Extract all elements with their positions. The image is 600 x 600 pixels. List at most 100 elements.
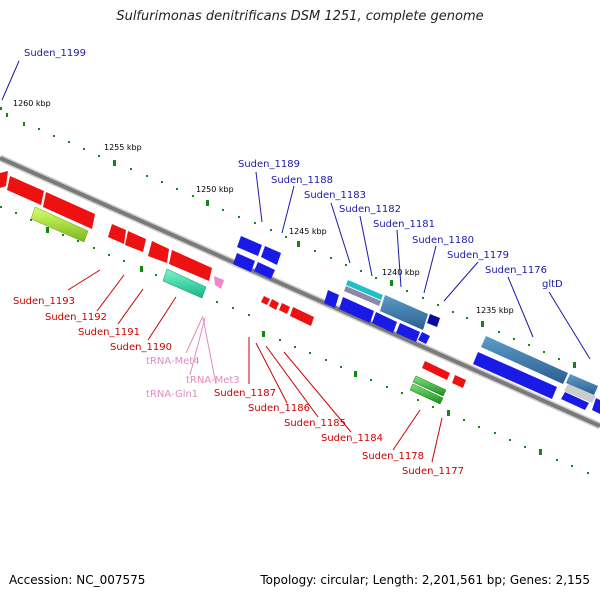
scale-dot bbox=[452, 311, 454, 313]
scale-label: 1245 kbp bbox=[289, 227, 327, 236]
gene-feature bbox=[169, 250, 212, 281]
gene-feature bbox=[380, 295, 428, 330]
gene-label: Suden_1183 bbox=[304, 190, 366, 201]
gene-label: Suden_1182 bbox=[339, 204, 401, 215]
gene-label: Suden_1186 bbox=[248, 403, 310, 414]
gene-feature bbox=[254, 262, 275, 279]
gene-feature bbox=[261, 296, 270, 305]
scale-dot bbox=[386, 386, 388, 388]
gene-label: Suden_1192 bbox=[45, 312, 107, 323]
scale-dot bbox=[0, 206, 2, 208]
scale-dot bbox=[130, 168, 132, 170]
scale-label: 1250 kbp bbox=[196, 185, 234, 194]
trna-label: tRNA-Met4 bbox=[146, 356, 200, 367]
scale-dot bbox=[556, 459, 558, 461]
gene-label: Suden_1187 bbox=[214, 388, 276, 399]
gene-feature bbox=[324, 290, 339, 308]
gene-label: Suden_1185 bbox=[284, 418, 346, 429]
gene-feature bbox=[564, 384, 596, 403]
gene-labels-top: Suden_1199 Suden_1189 Suden_1188 Suden_1… bbox=[24, 48, 563, 290]
gene-label: Suden_1199 bbox=[24, 48, 86, 59]
scale-dot bbox=[422, 297, 424, 299]
scale-tick bbox=[206, 200, 209, 206]
gene-label: Suden_1180 bbox=[412, 235, 474, 246]
scale-dot bbox=[309, 352, 311, 354]
scale-tick bbox=[354, 371, 357, 377]
gene-feature bbox=[346, 280, 383, 300]
gene-label: Suden_1176 bbox=[485, 265, 547, 276]
scale-dot bbox=[176, 188, 178, 190]
scale-dot bbox=[77, 240, 79, 242]
scale-tick bbox=[481, 321, 484, 327]
scale-dot bbox=[513, 338, 515, 340]
scale-dot bbox=[254, 222, 256, 224]
gene-label: Suden_1191 bbox=[78, 327, 140, 338]
gene-feature bbox=[290, 307, 314, 326]
gene-label: gltD bbox=[542, 279, 563, 290]
scale-dot bbox=[285, 236, 287, 238]
gene-feature bbox=[422, 361, 450, 380]
scale-dot bbox=[375, 277, 377, 279]
scale-dot bbox=[83, 148, 85, 150]
gene-label: Suden_1177 bbox=[402, 466, 464, 477]
gene-label: Suden_1181 bbox=[373, 219, 435, 230]
scale-label: 1255 kbp bbox=[104, 143, 142, 152]
gene-feature bbox=[339, 297, 374, 323]
scale-labels: 1260 kbp 1255 kbp 1250 kbp 1245 kbp 1240… bbox=[13, 99, 514, 315]
gene-feature bbox=[372, 312, 397, 333]
scale-tick bbox=[262, 331, 265, 337]
scale-tick bbox=[140, 266, 143, 272]
gene-feature bbox=[30, 206, 89, 243]
gene-label: Suden_1179 bbox=[447, 250, 509, 261]
scale-dot bbox=[93, 247, 95, 249]
scale-dot bbox=[345, 264, 347, 266]
scale-dot bbox=[23, 122, 25, 126]
scale-tick bbox=[113, 160, 116, 166]
scale-label: 1260 kbp bbox=[13, 99, 51, 108]
trna-labels: tRNA-Met4 tRNA-Met3 tRNA-Gln1 bbox=[146, 356, 240, 400]
gene-feature bbox=[162, 268, 207, 299]
leader-lines-top bbox=[1, 60, 591, 360]
gene-feature bbox=[214, 276, 224, 289]
scale-dot bbox=[6, 113, 8, 117]
scale-dot bbox=[146, 175, 148, 177]
gene-feature bbox=[148, 241, 169, 263]
scale-dot bbox=[192, 195, 194, 197]
scale-dot bbox=[558, 358, 560, 360]
map-title: Sulfurimonas denitrificans DSM 1251, com… bbox=[116, 9, 484, 24]
scale-dot bbox=[232, 307, 234, 309]
gene-feature bbox=[0, 171, 8, 188]
scale-label: 1240 kbp bbox=[382, 268, 420, 277]
scale-dot bbox=[587, 472, 589, 474]
genome-summary: Topology: circular; Length: 2,201,561 bp… bbox=[260, 573, 590, 587]
gene-feature bbox=[473, 352, 557, 399]
trna-label: tRNA-Met3 bbox=[186, 375, 240, 386]
scale-dot bbox=[62, 234, 64, 236]
scale-dot bbox=[466, 317, 468, 319]
gene-feature bbox=[427, 314, 440, 327]
gene-label: Suden_1190 bbox=[110, 342, 172, 353]
gene-labels-bottom: Suden_1193 Suden_1192 Suden_1191 Suden_1… bbox=[13, 296, 464, 477]
scale-dot bbox=[406, 290, 408, 292]
scale-dot bbox=[370, 379, 372, 381]
scale-dot bbox=[38, 128, 40, 130]
gene-feature bbox=[279, 303, 290, 314]
gene-feature bbox=[481, 336, 568, 384]
scale-dot bbox=[314, 250, 316, 252]
scale-dot bbox=[543, 351, 545, 353]
gene-feature bbox=[418, 332, 430, 344]
gene-feature bbox=[566, 374, 598, 395]
scale-dot bbox=[340, 366, 342, 368]
scale-tick bbox=[46, 227, 49, 233]
gene-feature bbox=[561, 392, 589, 410]
gene-feature bbox=[233, 253, 255, 272]
gene-feature bbox=[592, 398, 600, 414]
scale-tick bbox=[573, 362, 576, 368]
scale-dot bbox=[571, 465, 573, 467]
scale-dot bbox=[437, 304, 439, 306]
scale-dot bbox=[294, 346, 296, 348]
scale-dot bbox=[98, 155, 100, 157]
gene-label: Suden_1188 bbox=[271, 175, 333, 186]
